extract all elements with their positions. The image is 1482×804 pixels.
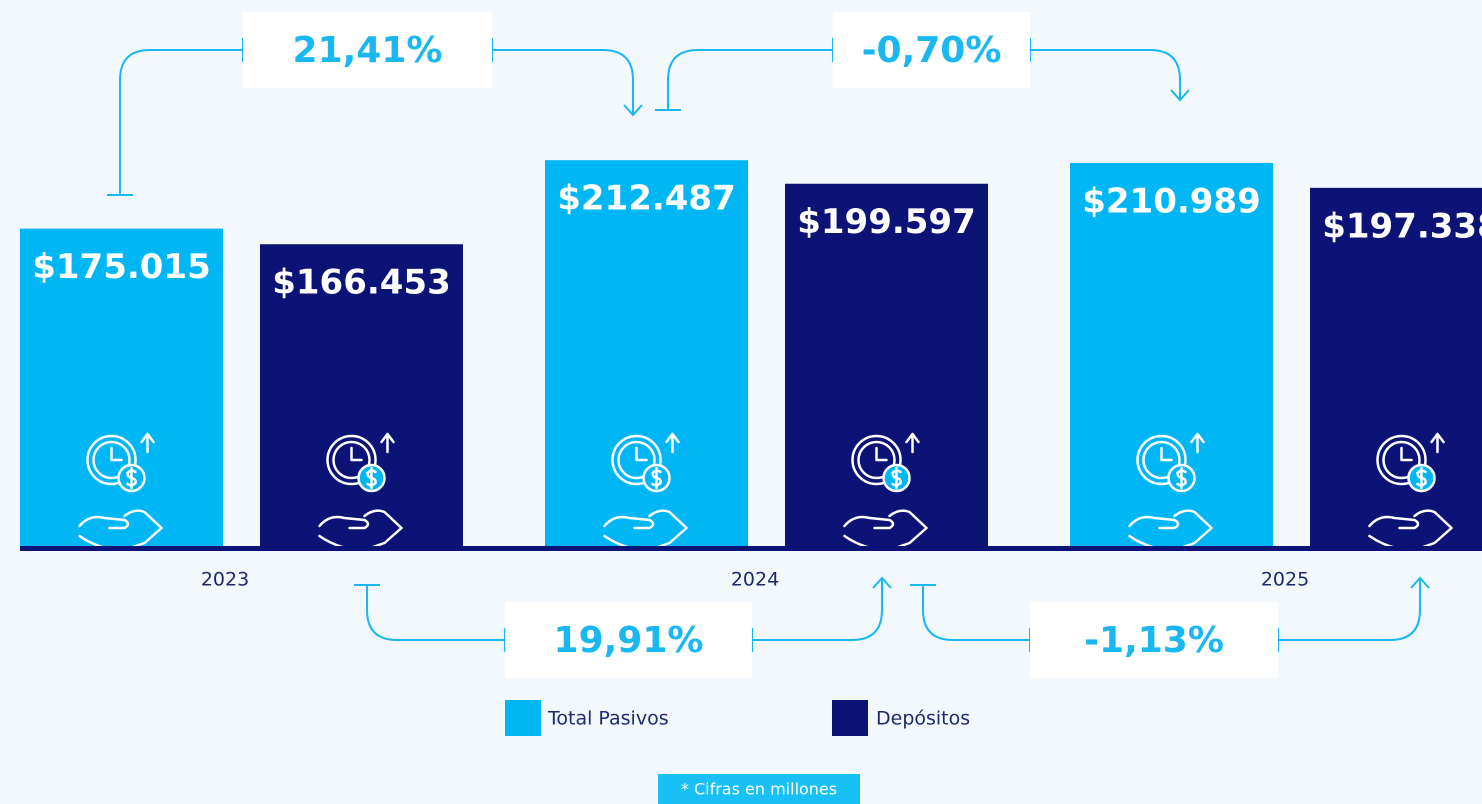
value-label: $210.989 (1082, 181, 1261, 221)
x-tick-label: 2023 (201, 569, 249, 591)
icon-hands (110, 446, 123, 462)
icon-hands (875, 446, 888, 462)
value-label: $199.597 (797, 202, 976, 242)
legend-swatch (505, 700, 541, 736)
icon-hand (603, 509, 688, 552)
annotation-box (833, 12, 1030, 88)
annotation-box (243, 12, 492, 88)
bar-icon (1368, 432, 1453, 552)
icon-dollar (891, 466, 902, 490)
icon-clock (1376, 434, 1427, 486)
annotation: -1,13% (1084, 620, 1224, 661)
baseline (20, 546, 1482, 551)
icon-arrow (1430, 432, 1445, 454)
annotation: 19,91% (554, 620, 704, 661)
icon-clock (326, 434, 377, 486)
bar (20, 228, 223, 548)
icon-clock (1136, 434, 1187, 486)
icon-clock-inner (1382, 440, 1421, 480)
note-box (658, 774, 860, 804)
icon-clock-inner (92, 440, 131, 480)
bar-icon (318, 432, 403, 552)
annotation-box (1030, 602, 1278, 678)
x-tick-label: 2024 (731, 569, 779, 591)
bar-icon (1128, 432, 1213, 552)
icon-arrow (665, 432, 680, 454)
icon-hands (1160, 446, 1173, 462)
icon-hands (635, 446, 648, 462)
x-tick-label: 2025 (1261, 569, 1309, 591)
icon-clock (611, 434, 662, 486)
legend-label: Total Pasivos (547, 708, 669, 730)
legend-swatch (832, 700, 868, 736)
annotation-box (505, 602, 752, 678)
icon-dollar (651, 466, 662, 490)
icon-arrow (140, 432, 155, 454)
annotation: -0,70% (862, 30, 1002, 71)
icon-clock (86, 434, 137, 486)
value-label: $212.487 (557, 179, 736, 219)
icon-hand (1368, 509, 1453, 552)
icon-arrow (905, 432, 920, 454)
value-label: $166.453 (272, 263, 451, 303)
value-label: $197.338 (1322, 206, 1482, 246)
icon-hand (78, 509, 163, 552)
icon-clock-inner (857, 440, 896, 480)
icon-dollar (1416, 466, 1427, 490)
icon-arrow (380, 432, 395, 454)
bar-icon (603, 432, 688, 552)
annotation: 21,41% (293, 30, 443, 71)
icon-hand (843, 509, 928, 552)
note: * Cifras en millones (681, 780, 837, 799)
icon-dollar (366, 466, 377, 490)
bar (260, 244, 463, 549)
value-label: $175.015 (32, 247, 211, 287)
icon-clock-inner (1142, 440, 1181, 480)
icon-hands (350, 446, 363, 462)
legend-label: Depósitos (876, 708, 970, 730)
icon-dollar (1176, 466, 1187, 490)
bar (1310, 187, 1482, 548)
icon-clock-inner (332, 440, 371, 480)
icon-clock-inner (617, 440, 656, 480)
icon-clock (851, 434, 902, 486)
icon-hand (318, 509, 403, 552)
bar-icon (843, 432, 928, 552)
icon-dollar (126, 466, 137, 490)
bar-icon (78, 432, 163, 552)
icon-arrow (1190, 432, 1205, 454)
icon-hands (1400, 446, 1413, 462)
icon-hand (1128, 509, 1213, 552)
